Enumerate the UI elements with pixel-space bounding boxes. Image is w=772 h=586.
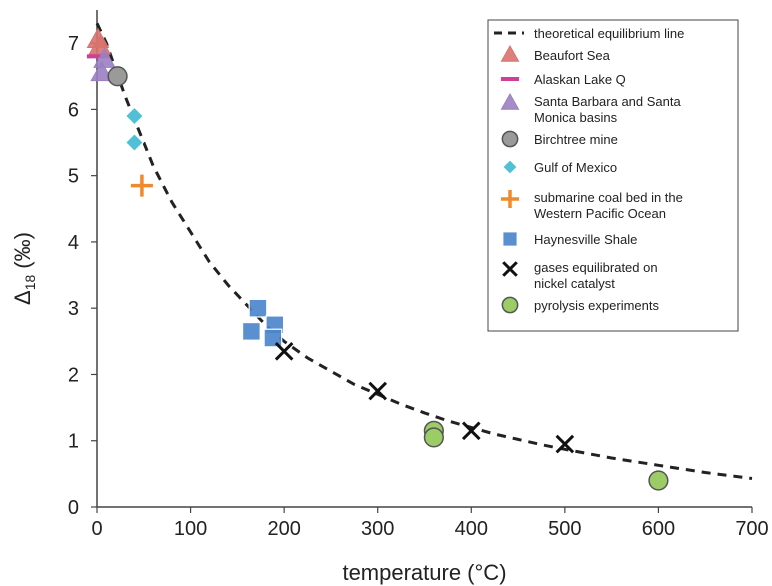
data-point [368,381,388,401]
legend-entry: Gulf of Mexico [501,158,617,176]
series-santa-barbara-and-santa-monica-basins [90,47,116,82]
legend-swatch [501,158,519,176]
x-tick-label: 700 [735,518,768,540]
data-point [461,421,481,441]
y-tick-label: 1 [68,431,79,453]
equilibrium-line-layer [95,22,753,480]
y-tick-label: 7 [68,33,79,55]
y-tick-label: 0 [68,497,79,519]
y-tick-label: 5 [68,166,79,188]
series-gulf-of-mexico [124,106,145,153]
legend-label: Monica basins [534,110,618,125]
legend-swatch [501,190,519,208]
series-pyrolysis-experiments [423,420,669,491]
legend-swatch [502,261,518,277]
axes: 0 100 200 300 400 500 600 700 0 1 2 3 4 5 6 7 [68,10,769,540]
legend-box [487,19,739,332]
data-point [555,434,575,454]
legend-entry: Alaskan Lake Q [501,72,626,87]
x-axis-label: temperature (°C) [342,560,506,585]
x-tick-label: 600 [642,518,675,540]
data-point [107,66,128,87]
legend-swatch [501,130,519,148]
legend-label: theoretical equilibrium line [534,26,684,41]
y-tick-label: 2 [68,364,79,386]
legend-label: Western Pacific Ocean [534,206,666,221]
legend-swatch [502,231,518,247]
y-axis-label-main: Δ [10,290,35,305]
legend: theoretical equilibrium line Beaufort Sea… [487,19,739,332]
data-point [648,470,669,491]
y-tick-label: 3 [68,298,79,320]
data-point [90,60,113,82]
data-point [130,174,153,197]
x-tick-label: 200 [267,518,300,540]
x-tick-label: 400 [455,518,488,540]
series-haynesville-shale [241,298,285,348]
data-point [124,132,145,153]
y-tick-label: 6 [68,99,79,121]
y-axis-label: Δ18 (‰) [10,232,38,305]
legend-swatch [500,92,520,110]
legend-label: Birchtree mine [534,132,618,147]
y-tick-label: 4 [68,232,79,254]
data-point [423,427,444,448]
data-point [241,321,261,341]
data-point [124,106,145,126]
legend-label: submarine coal bed in the [534,190,683,205]
legend-entry: Beaufort Sea [500,44,611,63]
data-points-layer [86,27,669,491]
legend-entry: Birchtree mine [501,130,618,148]
series-submarine-coal-bed-in-the-western-pacific-ocean [130,174,153,197]
legend-entry: pyrolysis experiments [501,296,659,314]
legend-swatch [501,296,519,314]
legend-label: gases equilibrated on [534,260,658,275]
series-gases-equilibrated-on-nickel-catalyst [274,341,575,454]
series-birchtree-mine [107,66,128,87]
data-point [274,341,294,361]
legend-label: Alaskan Lake Q [534,72,626,87]
theoretical-equilibrium-line [95,22,753,480]
legend-entry: theoretical equilibrium line [494,26,684,41]
x-tick-label: 500 [548,518,581,540]
legend-label: nickel catalyst [534,276,615,291]
legend-label: Santa Barbara and Santa [534,94,681,109]
legend-label: Haynesville Shale [534,232,637,247]
data-point [248,298,268,318]
x-tick-label: 300 [361,518,394,540]
legend-label: Gulf of Mexico [534,160,617,175]
legend-label: pyrolysis experiments [534,298,659,313]
y-axis-label-sub: 18 [22,274,38,290]
legend-label: Beaufort Sea [534,48,611,63]
legend-entry: Haynesville Shale [502,231,637,247]
legend-swatch [500,44,520,62]
x-tick-label: 0 [91,518,102,540]
y-axis-label-unit: (‰) [10,232,35,269]
x-tick-label: 100 [174,518,207,540]
